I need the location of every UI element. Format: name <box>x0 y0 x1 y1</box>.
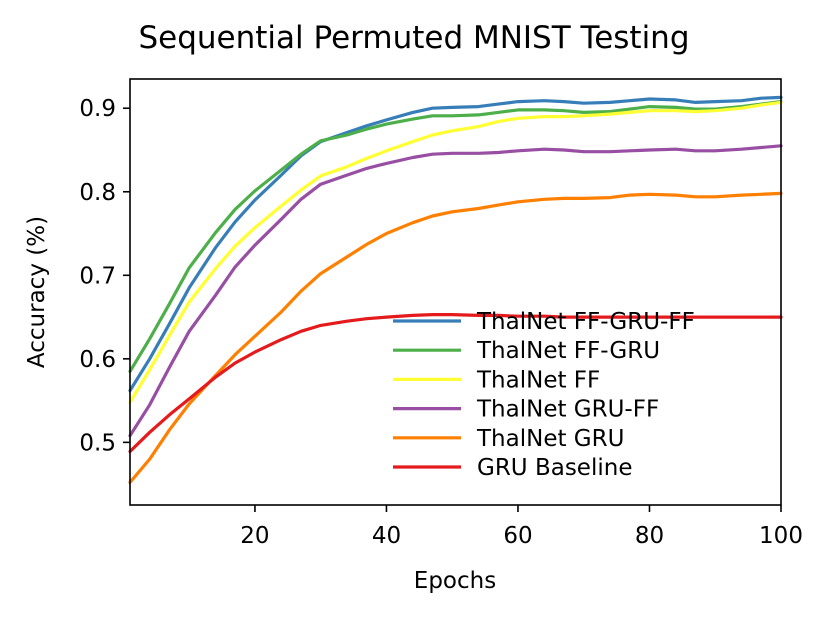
series-line-4 <box>128 191 783 484</box>
legend-label-0: ThalNet FF-GRU-FF <box>476 309 695 335</box>
x-axis-label: Epochs <box>414 568 496 594</box>
series-line-5 <box>128 313 783 454</box>
series-line-2 <box>128 100 783 404</box>
y-tick-label: 0.8 <box>79 180 116 206</box>
legend-label-5: GRU Baseline <box>477 455 632 481</box>
x-tick-label: 40 <box>372 523 401 549</box>
y-tick-label: 0.6 <box>79 347 116 373</box>
y-tick-label: 0.9 <box>79 96 116 122</box>
x-tick-label: 20 <box>240 523 269 549</box>
y-axis-label: Accuracy (%) <box>24 216 50 368</box>
legend-label-1: ThalNet FF-GRU <box>476 338 660 364</box>
x-tick-label: 100 <box>759 523 803 549</box>
y-tick-label: 0.7 <box>79 263 116 289</box>
series-line-0 <box>128 95 783 393</box>
x-tick-label: 60 <box>503 523 532 549</box>
axes-frame <box>129 78 782 506</box>
series-line-3 <box>128 144 783 438</box>
x-tick-label: 80 <box>635 523 664 549</box>
legend-label-4: ThalNet GRU <box>476 426 624 452</box>
plot-area: 20 40 60 80 100 0.5 0.6 0.7 0.8 0.9 <box>79 78 803 549</box>
y-tick-label: 0.5 <box>79 430 116 456</box>
legend: ThalNet FF-GRU-FF ThalNet FF-GRU ThalNet F… <box>393 309 695 481</box>
chart-title: Sequential Permuted MNIST Testing <box>138 20 689 56</box>
legend-label-3: ThalNet GRU-FF <box>476 397 659 423</box>
legend-label-2: ThalNet FF <box>476 367 600 393</box>
series-line-1 <box>128 99 783 373</box>
